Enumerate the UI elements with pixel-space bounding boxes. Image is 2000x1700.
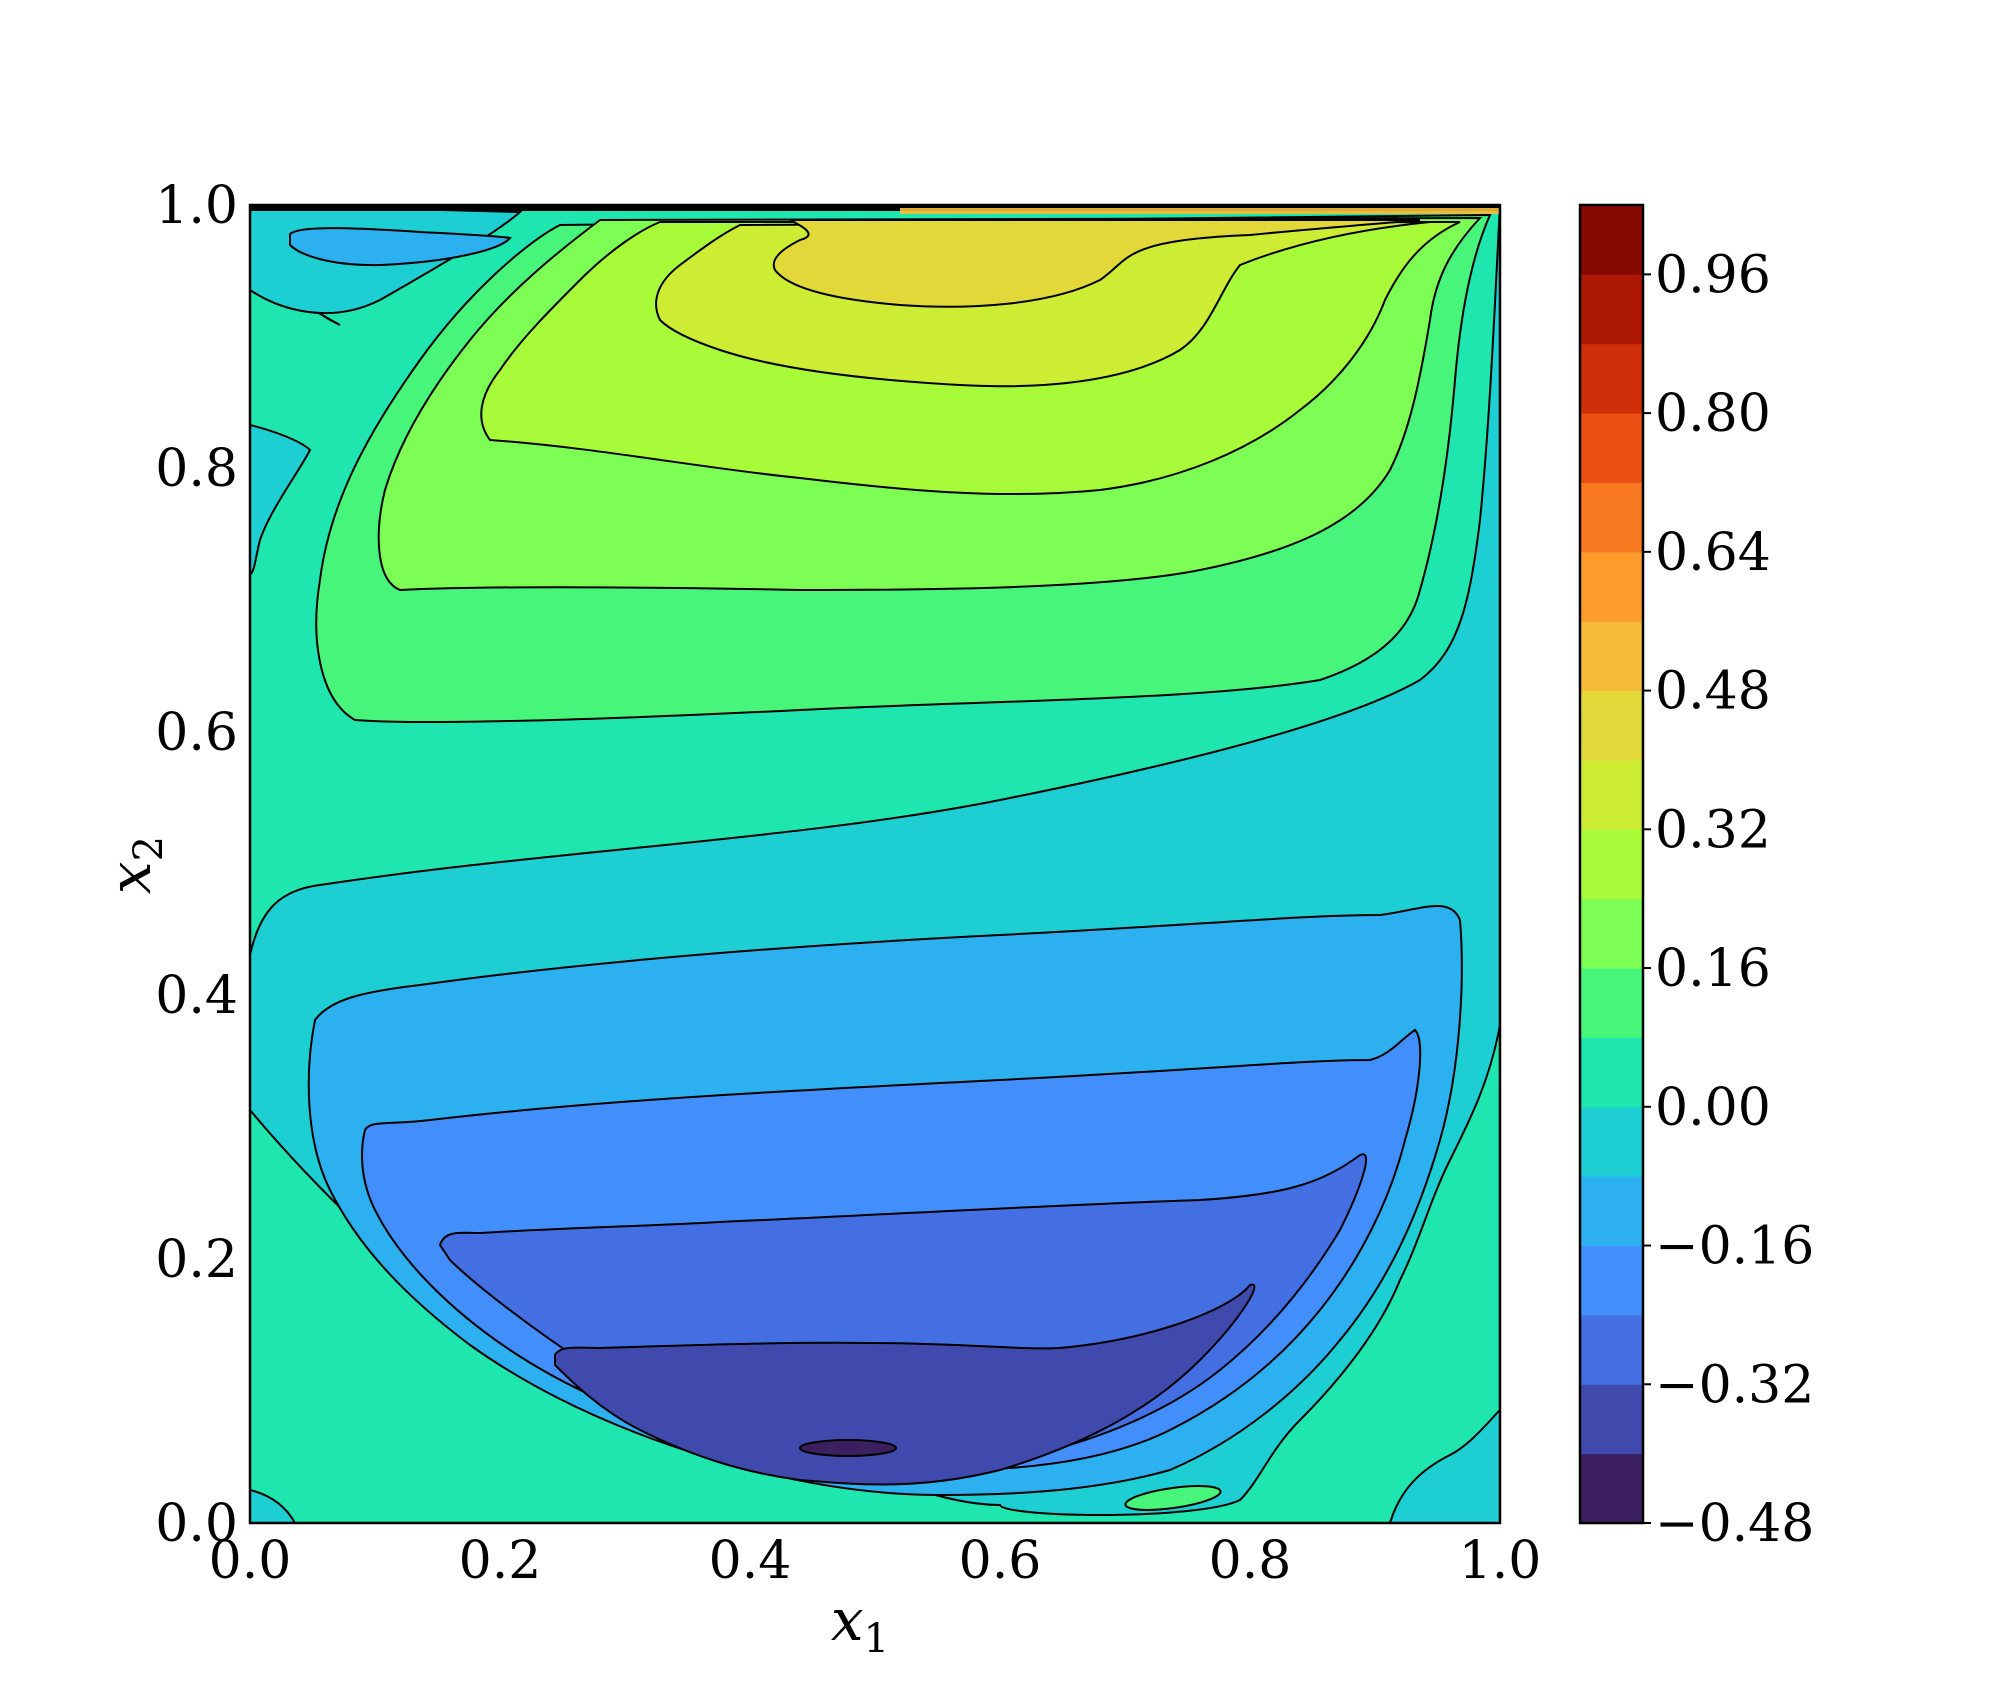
y-tick-label: 0.8 bbox=[155, 439, 238, 499]
contour-fill-neg-040 bbox=[554, 1283, 1256, 1486]
colorbar-ticks: −0.48 −0.32 −0.16 0.00 0.16 0.32 0.48 0.64 0.80 0… bbox=[1643, 245, 1814, 1554]
colorbar-band bbox=[1580, 1037, 1643, 1108]
colorbar-band bbox=[1580, 968, 1643, 1038]
x-tick-label: 0.4 bbox=[709, 1531, 792, 1591]
colorbar-band bbox=[1580, 1384, 1643, 1455]
contour-fill-left-lobe bbox=[250, 423, 312, 577]
x-axis-label-main: x bbox=[831, 1586, 864, 1654]
colorbar-band bbox=[1580, 343, 1643, 414]
colorbar-tick-label: −0.48 bbox=[1655, 1494, 1814, 1554]
x-axis-label-subscript: 1 bbox=[864, 1616, 889, 1662]
colorbar-tick-label: 0.96 bbox=[1655, 245, 1771, 305]
y-axis-label-subscript: 2 bbox=[126, 836, 172, 861]
colorbar-band bbox=[1580, 621, 1643, 692]
contour-fill-top-layer-warm bbox=[900, 208, 1500, 214]
contour-fill-pos-040 bbox=[772, 219, 1421, 308]
colorbar-tick-label: −0.16 bbox=[1655, 1217, 1814, 1277]
colorbar-bands bbox=[1580, 205, 1643, 1524]
colorbar-tick-label: 0.32 bbox=[1655, 800, 1771, 860]
colorbar-frame bbox=[1578, 203, 1645, 1525]
colorbar-tick-label: 0.48 bbox=[1655, 662, 1771, 722]
colorbar-band bbox=[1580, 205, 1643, 275]
colorbar-tick-label: 0.16 bbox=[1655, 939, 1771, 999]
contour-fill-bottom-right-pos bbox=[1124, 1485, 1222, 1511]
x-tick-label: 0.0 bbox=[209, 1531, 292, 1591]
colorbar-band bbox=[1580, 898, 1643, 969]
colorbar-band bbox=[1580, 690, 1643, 761]
y-tick-label: 1.0 bbox=[155, 176, 238, 236]
plot-area: 0.0 0.2 0.4 0.6 0.8 1.0 x1 0.0 0.2 0.4 0… bbox=[96, 176, 1541, 1662]
colorbar-band bbox=[1580, 1314, 1643, 1385]
x-tick-label: 0.6 bbox=[959, 1531, 1042, 1591]
colorbar: −0.48 −0.32 −0.16 0.00 0.16 0.32 0.48 0.64 0.80 0… bbox=[1578, 203, 1814, 1554]
colorbar-band bbox=[1580, 413, 1643, 483]
colorbar-tick-label: −0.32 bbox=[1655, 1355, 1814, 1415]
colorbar-band bbox=[1580, 829, 1643, 900]
x-axis-label: x1 bbox=[831, 1586, 889, 1662]
y-axis-label: x2 bbox=[96, 836, 172, 894]
plot-frame bbox=[248, 203, 1502, 1525]
colorbar-band bbox=[1580, 1453, 1643, 1524]
y-tick-label: 0.4 bbox=[155, 966, 238, 1026]
contour-fill-top-layer-dark bbox=[250, 205, 1500, 211]
colorbar-band bbox=[1580, 1106, 1643, 1177]
x-axis: 0.0 0.2 0.4 0.6 0.8 1.0 x1 bbox=[209, 1531, 1542, 1662]
colorbar-band bbox=[1580, 274, 1643, 345]
y-axis: 0.0 0.2 0.4 0.6 0.8 1.0 x2 bbox=[96, 176, 238, 1554]
contour-fills bbox=[250, 205, 1500, 1523]
colorbar-tick-label: 0.64 bbox=[1655, 523, 1771, 583]
colorbar-band bbox=[1580, 1245, 1643, 1316]
colorbar-tick-label: 0.80 bbox=[1655, 384, 1771, 444]
y-tick-label: 0.2 bbox=[155, 1230, 238, 1290]
colorbar-band bbox=[1580, 482, 1643, 553]
contour-fill-bottom-right-neg bbox=[1388, 1408, 1500, 1523]
colorbar-band bbox=[1580, 551, 1643, 622]
colorbar-band bbox=[1580, 1176, 1643, 1247]
y-tick-label: 0.6 bbox=[155, 703, 238, 763]
contour-fill-corner-neg-016 bbox=[289, 227, 512, 267]
contour-fill-bottom-left-neg bbox=[250, 1488, 297, 1523]
y-tick-label: 0.0 bbox=[155, 1494, 238, 1554]
colorbar-tick-label: 0.00 bbox=[1655, 1078, 1771, 1138]
contour-fill-neg-048 bbox=[799, 1439, 897, 1457]
x-tick-label: 0.2 bbox=[459, 1531, 542, 1591]
x-tick-label: 1.0 bbox=[1459, 1531, 1542, 1591]
x-tick-label: 0.8 bbox=[1209, 1531, 1292, 1591]
colorbar-band bbox=[1580, 759, 1643, 830]
y-axis-label-main: x bbox=[96, 861, 164, 894]
